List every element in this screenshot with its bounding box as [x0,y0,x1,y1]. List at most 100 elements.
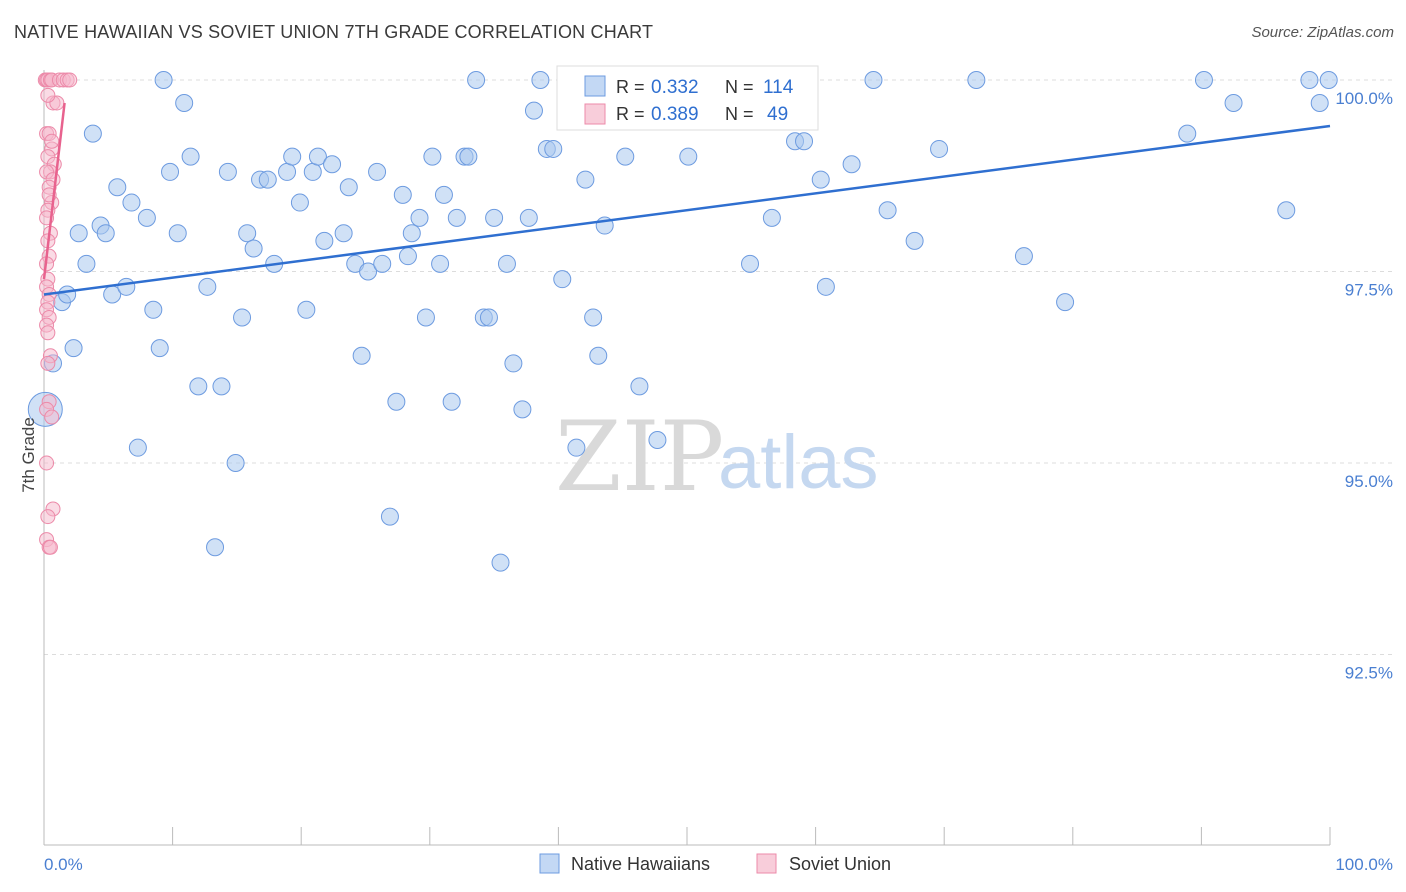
point-soviet-union-36 [40,355,56,371]
point-native-hawaiians-66 [479,308,498,327]
point-native-hawaiians-26 [212,377,231,396]
point-native-hawaiians-61 [447,208,466,227]
point-soviet-union-34 [40,325,56,341]
point-native-hawaiians-21 [175,93,194,112]
point-native-hawaiians-51 [387,392,406,411]
point-native-hawaiians-25 [206,538,225,557]
legend-swatch-soviet-union [756,853,777,874]
point-native-hawaiians-3 [58,285,77,304]
point-native-hawaiians-37 [290,193,309,212]
legend-r-value-blue: 0.332 [651,77,699,98]
legend-n-value-blue: 114 [763,77,794,98]
point-native-hawaiians-87 [630,377,649,396]
point-native-hawaiians-41 [315,231,334,250]
point-native-hawaiians-11 [108,178,127,197]
point-native-hawaiians-99 [842,155,861,174]
legend-r-value-pink: 0.389 [651,104,699,125]
point-native-hawaiians-22 [181,147,200,166]
point-native-hawaiians-69 [497,254,516,273]
y-tick-label-0: 100.0% [1335,89,1393,108]
point-native-hawaiians-17 [150,339,169,358]
point-native-hawaiians-14 [128,438,147,457]
point-native-hawaiians-54 [402,224,421,243]
point-native-hawaiians-4 [64,339,83,358]
point-native-hawaiians-30 [238,224,257,243]
point-soviet-union-45 [42,539,58,555]
legend-series: Native Hawaiians Soviet Union [539,853,891,874]
point-native-hawaiians-93 [741,254,760,273]
point-native-hawaiians-112 [1319,71,1338,89]
point-native-hawaiians-47 [359,262,378,281]
point-native-hawaiians-13 [122,193,141,212]
legend-n-value-pink: 49 [767,104,788,125]
point-native-hawaiians-77 [553,270,572,289]
point-soviet-union-46 [40,87,56,103]
point-native-hawaiians-102 [905,231,924,250]
point-native-hawaiians-31 [244,239,263,258]
point-native-hawaiians-19 [161,162,180,181]
point-native-hawaiians-96 [795,132,814,151]
point-native-hawaiians-55 [410,208,429,227]
point-native-hawaiians-74 [531,71,550,89]
point-native-hawaiians-29 [233,308,252,327]
y-axis-label: 7th Grade [19,417,38,493]
legend-swatch-native-hawaiians [539,853,560,874]
point-native-hawaiians-18 [154,71,173,89]
point-native-hawaiians-79 [567,438,586,457]
point-native-hawaiians-16 [144,300,163,319]
point-native-hawaiians-44 [339,178,358,197]
point-native-hawaiians-33 [258,170,277,189]
point-native-hawaiians-59 [434,185,453,204]
point-native-hawaiians-68 [491,553,510,572]
point-native-hawaiians-64 [467,71,486,89]
point-native-hawaiians-49 [373,254,392,273]
point-native-hawaiians-111 [1300,71,1319,89]
point-native-hawaiians-57 [423,147,442,166]
legend-stats-swatch-pink [584,103,606,125]
legend-n-label-blue: N = [725,77,754,97]
point-native-hawaiians-97 [811,170,830,189]
legend-stats: R = 0.332 N = 114 R = 0.389 N = 49 [556,65,819,131]
point-native-hawaiians-36 [283,147,302,166]
point-native-hawaiians-85 [616,147,635,166]
point-native-hawaiians-42 [323,155,342,174]
point-soviet-union-40 [39,455,55,471]
point-native-hawaiians-24 [198,277,217,296]
point-native-hawaiians-52 [393,185,412,204]
legend-r-label-pink: R = [616,104,645,124]
point-native-hawaiians-63 [459,147,478,166]
point-native-hawaiians-58 [431,254,450,273]
legend-stats-swatch-blue [584,75,606,97]
point-native-hawaiians-100 [864,71,883,89]
point-native-hawaiians-103 [930,139,949,158]
point-native-hawaiians-6 [77,254,96,273]
watermark-atlas: atlas [718,420,879,505]
point-native-hawaiians-109 [1224,93,1243,112]
point-native-hawaiians-40 [308,147,327,166]
legend-label-native-hawaiians: Native Hawaiians [571,854,710,874]
point-native-hawaiians-113 [1310,93,1329,112]
point-native-hawaiians-7 [83,124,102,143]
point-soviet-union-42 [40,509,56,525]
y-tick-label-1: 97.5% [1345,281,1393,300]
trend-native-hawaiians [43,124,1331,296]
point-native-hawaiians-53 [398,247,417,266]
point-native-hawaiians-56 [416,308,435,327]
point-native-hawaiians-72 [519,208,538,227]
point-native-hawaiians-82 [589,346,608,365]
source-label: Source: ZipAtlas.com [1251,24,1394,41]
point-native-hawaiians-110 [1277,201,1296,220]
point-native-hawaiians-73 [524,101,543,120]
point-native-hawaiians-46 [352,346,371,365]
point-native-hawaiians-28 [226,454,245,472]
point-native-hawaiians-27 [218,162,237,181]
point-native-hawaiians-38 [297,300,316,319]
point-native-hawaiians-50 [380,507,399,526]
point-native-hawaiians-98 [816,277,835,296]
point-native-hawaiians-23 [189,377,208,396]
point-native-hawaiians-90 [679,147,698,166]
legend-n-label-pink: N = [725,104,754,124]
point-native-hawaiians-15 [137,208,156,227]
point-native-hawaiians-20 [168,224,187,243]
point-native-hawaiians-105 [1014,247,1033,266]
